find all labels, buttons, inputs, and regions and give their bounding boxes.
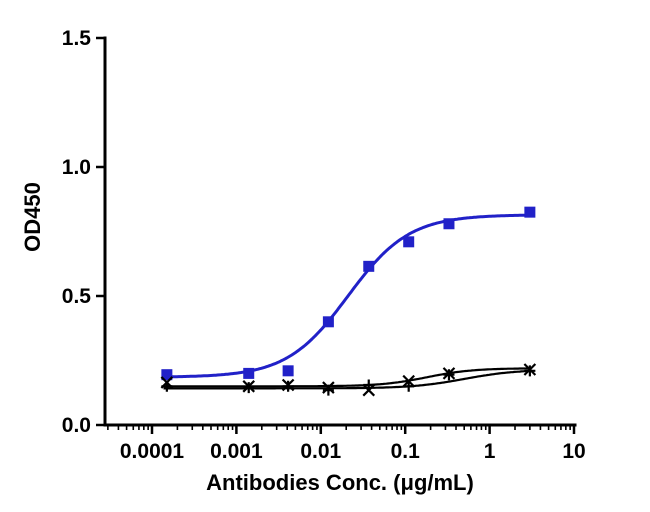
marker-square-blue-squares xyxy=(403,236,415,248)
marker-square-blue-squares xyxy=(243,367,255,379)
marker-square-blue-squares xyxy=(322,316,334,328)
marker-square-blue-squares xyxy=(282,365,294,377)
x-tick-label: 0.0001 xyxy=(120,440,185,463)
marker-plus-black-plus xyxy=(363,379,375,391)
marker-square-blue-squares xyxy=(443,218,455,230)
fit-curve-black-plus xyxy=(163,369,532,390)
x-tick-label: 10 xyxy=(562,440,585,463)
x-tick-label: 0.01 xyxy=(300,440,341,463)
x-tick-label: 1 xyxy=(484,440,496,463)
y-axis-title: OD450 xyxy=(20,182,45,252)
x-tick-label: 0.001 xyxy=(210,440,263,463)
marker-plus-black-plus xyxy=(161,380,173,392)
marker-square-blue-squares xyxy=(524,206,536,218)
y-tick-label: 0.5 xyxy=(62,285,92,308)
fit-curve-black-x xyxy=(163,367,532,388)
y-tick-label: 1.5 xyxy=(62,27,92,50)
x-axis-title: Antibodies Conc. (μg/mL) xyxy=(206,470,474,495)
marker-plus-black-plus xyxy=(243,382,255,394)
marker-plus-black-plus xyxy=(524,365,536,377)
y-tick-label: 1.0 xyxy=(62,156,91,179)
x-tick-label: 0.1 xyxy=(391,440,421,463)
y-tick-label: 0.0 xyxy=(62,414,91,437)
fit-curve-blue-squares xyxy=(163,213,532,379)
marker-plus-black-plus xyxy=(322,384,334,396)
marker-plus-black-plus xyxy=(443,369,455,381)
marker-square-blue-squares xyxy=(161,369,173,381)
marker-plus-black-plus xyxy=(403,380,415,392)
marker-square-blue-squares xyxy=(363,260,375,272)
marker-plus-black-plus xyxy=(282,380,294,392)
